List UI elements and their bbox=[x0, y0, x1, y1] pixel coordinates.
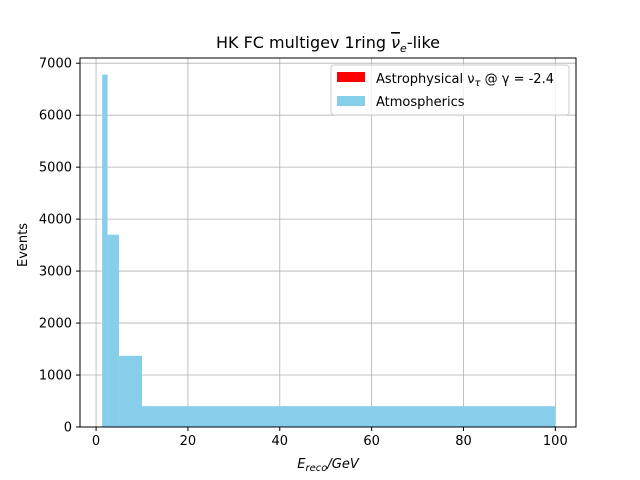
y-tick-label: 2000 bbox=[39, 317, 72, 332]
y-tick-label: 7000 bbox=[39, 57, 72, 72]
title-nu-sub: e bbox=[400, 42, 407, 55]
x-tick-label: 80 bbox=[455, 434, 472, 449]
x-tick-label: 20 bbox=[180, 434, 197, 449]
histogram-bar bbox=[142, 406, 556, 427]
legend-label-atmospherics: Atmospherics bbox=[376, 95, 465, 110]
x-tick-label: 60 bbox=[363, 434, 380, 449]
x-label-unit: /GeV bbox=[326, 457, 359, 472]
legend-label-astrophysical: Astrophysical ντ @ γ = -2.4 bbox=[376, 72, 554, 89]
x-tick-label: 100 bbox=[543, 434, 568, 449]
legend-astro-sub: τ bbox=[474, 78, 481, 89]
axis-ticks: 0 20 40 60 80 1000100020003000400050006000700… bbox=[39, 57, 568, 449]
legend-astro-name: Astrophysical ν bbox=[376, 72, 474, 87]
y-tick-label: 3000 bbox=[39, 265, 72, 280]
x-label-sub: reco bbox=[305, 463, 327, 474]
y-tick-label: 4000 bbox=[39, 213, 72, 228]
legend-frame bbox=[330, 64, 570, 116]
y-tick-label: 0 bbox=[64, 421, 72, 436]
title-nu: ν bbox=[391, 33, 400, 52]
x-axis-label: Ereco/GeV bbox=[297, 457, 360, 474]
legend-swatch-astrophysical bbox=[337, 72, 365, 82]
histogram-bars bbox=[102, 74, 556, 428]
y-axis-label: Events bbox=[16, 223, 31, 267]
x-tick-label: 40 bbox=[272, 434, 289, 449]
x-label-main: E bbox=[297, 457, 306, 472]
chart-title: HK FC multigev 1ring νe-like bbox=[216, 33, 440, 55]
histogram-bar bbox=[107, 234, 120, 427]
title-suffix: -like bbox=[407, 33, 440, 52]
legend: Astrophysical ντ @ γ = -2.4 Atmospherics bbox=[330, 64, 570, 116]
y-tick-label: 6000 bbox=[39, 109, 72, 124]
histogram-bar bbox=[102, 74, 108, 428]
legend-swatch-atmospherics bbox=[337, 96, 365, 106]
legend-astro-suffix: @ γ = -2.4 bbox=[481, 72, 554, 87]
x-tick-label: 0 bbox=[92, 434, 100, 449]
axes-frame bbox=[79, 57, 577, 428]
title-prefix: HK FC multigev 1ring bbox=[216, 33, 391, 52]
histogram-bar bbox=[119, 355, 142, 427]
y-tick-label: 5000 bbox=[39, 161, 72, 176]
y-tick-label: 1000 bbox=[39, 369, 72, 384]
